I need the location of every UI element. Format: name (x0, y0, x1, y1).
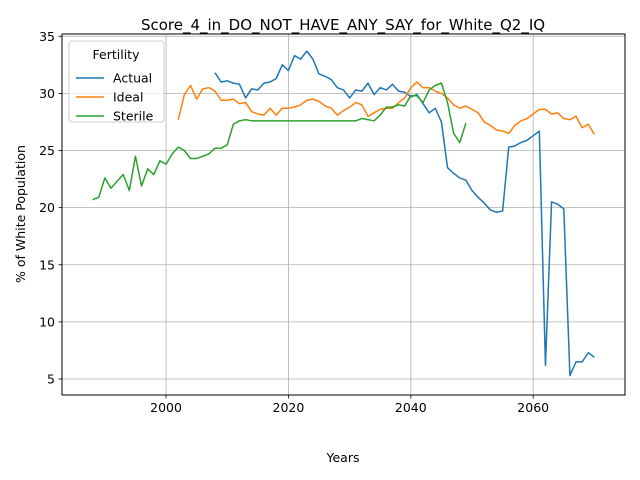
x-tick-label: 2020 (273, 400, 305, 415)
series-layer (92, 50, 596, 377)
x-tick-label: 2000 (150, 400, 182, 415)
legend-box (68, 40, 165, 123)
y-tick-label: 35 (39, 29, 55, 44)
y-axis-label: % of White Population (13, 145, 28, 283)
chart-title: Score_4_in_DO_NOT_HAVE_ANY_SAY_for_White… (141, 16, 545, 35)
y-tick-label: 25 (39, 143, 55, 158)
series-line-sterile (92, 82, 467, 201)
grid-layer (62, 34, 625, 395)
x-tick-label: 2060 (517, 400, 549, 415)
tick-layer: 2000 2020 2040 2060 5 10 15 20 25 30 35 (39, 29, 549, 415)
legend: Fertility Actual Ideal Sterile (68, 40, 165, 124)
y-tick-label: 5 (47, 372, 55, 387)
x-axis-label: Years (326, 450, 360, 465)
y-tick-label: 15 (39, 257, 55, 272)
legend-label-sterile: Sterile (113, 109, 154, 124)
y-tick-label: 10 (39, 314, 55, 329)
legend-label-actual: Actual (113, 71, 152, 86)
legend-title: Fertility (93, 47, 141, 62)
legend-label-ideal: Ideal (113, 90, 143, 105)
plot-frame (61, 33, 626, 396)
x-tick-label: 2040 (395, 400, 427, 415)
y-tick-label: 20 (39, 200, 55, 215)
y-tick-label: 30 (39, 86, 55, 101)
series-line-actual (214, 50, 595, 377)
